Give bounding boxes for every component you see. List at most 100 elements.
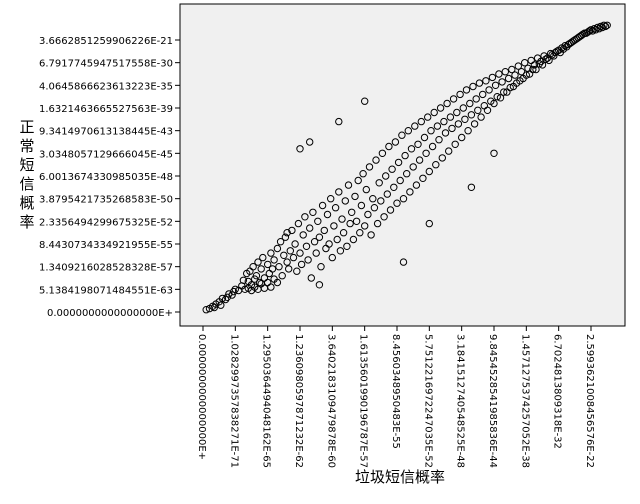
data-point [590,25,598,33]
y-tick-label: 3.6662851259906226E-21 [39,36,173,47]
data-point [522,71,530,79]
y-tick-label: 8.4430734334921955E-55 [39,240,173,251]
data-point [398,131,406,139]
data-point [299,231,307,239]
data-point [506,83,514,92]
data-point [517,68,526,76]
data-point [414,140,422,149]
data-point [346,219,354,228]
data-point [306,138,314,146]
data-point [537,57,545,66]
data-point [472,95,480,103]
data-point [349,235,358,244]
data-point [264,260,272,269]
data-point [315,233,324,241]
data-point [288,226,296,235]
data-point [403,170,411,178]
data-point [445,147,453,155]
y-axis-label: 正常短信概率 [19,118,35,231]
data-point [218,294,227,303]
data-point [462,86,471,94]
x-axis-label: 垃圾短信概率 [354,468,445,486]
data-point [424,113,432,121]
x-tick-label: 1.0282997357838271E-71 [228,334,239,468]
data-point [545,56,553,65]
data-point [310,238,319,246]
data-point [312,249,320,257]
data-point [504,74,513,83]
data-point [285,265,293,273]
data-point [361,97,369,105]
data-point [449,95,458,103]
data-point [249,263,257,271]
y-tick-label: 0.0000000000000000E+ [47,308,173,319]
data-point [307,274,315,282]
data-point [348,208,356,217]
data-point [595,25,603,33]
data-point [453,108,461,117]
data-point [483,106,492,115]
data-point [302,242,311,251]
data-point [320,226,328,235]
data-point [301,213,309,221]
data-point [404,127,412,135]
data-point [386,206,395,214]
data-point [428,142,437,151]
data-point [456,90,464,99]
data-point [356,229,364,237]
x-axis: 0.0000000000000000E+ 1.0282997357838271E-… [196,326,595,468]
data-point [359,170,367,178]
data-point [225,290,233,298]
data-point [352,217,361,226]
data-point [488,73,497,82]
data-point [336,247,345,255]
data-point [291,240,299,248]
data-point [390,183,398,192]
x-tick-label: 0.0000000000000000E+ [196,334,207,460]
data-point [318,201,327,210]
data-point [231,285,240,293]
data-point [270,256,278,264]
y-tick-label: 6.7917745947517558E-30 [39,59,173,70]
data-point [422,149,430,158]
data-point [230,287,238,296]
data-point [411,122,419,130]
data-point [542,55,550,63]
data-points [202,21,611,314]
data-point [210,303,219,312]
data-point [268,265,277,273]
data-point [202,306,210,314]
data-point [407,145,416,153]
data-point [461,115,469,124]
x-tick-label: 2.5993621008456576E-22 [584,334,595,468]
data-point [448,124,456,133]
data-point [532,65,540,74]
data-point [593,23,602,32]
data-point [344,181,353,189]
data-point [327,195,335,203]
data-point [314,217,322,226]
data-point [338,215,346,223]
data-point [378,149,387,158]
data-point [275,263,283,271]
data-point [427,127,435,135]
data-point [553,47,561,55]
data-point [343,242,351,251]
data-point [600,21,608,29]
x-tick-label: 1.6135601990196787E-57 [358,334,369,468]
data-point [485,86,493,94]
data-point [432,161,440,169]
data-point [331,204,340,212]
data-point [490,99,498,108]
data-point [529,65,537,74]
data-point [436,104,445,112]
data-point [255,278,264,287]
data-point [377,197,385,205]
data-point [373,219,382,228]
data-point [601,22,610,31]
data-point [339,229,348,237]
data-point [446,113,455,121]
data-point [409,163,417,171]
data-point [341,197,349,205]
data-point [474,106,482,115]
